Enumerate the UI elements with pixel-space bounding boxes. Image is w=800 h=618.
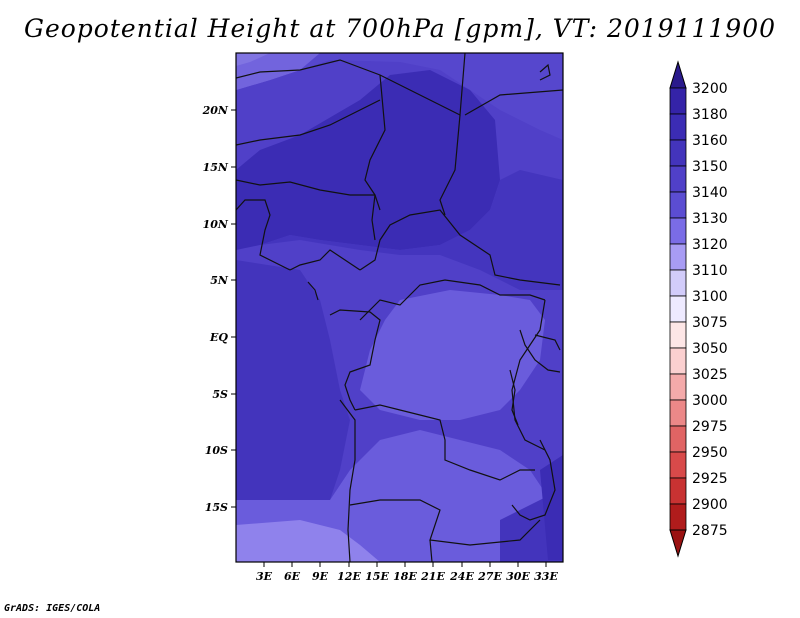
colorbar-label: 3025 (692, 367, 728, 383)
grads-credit: GrADS: IGES/COLA (4, 603, 101, 614)
border-north (236, 53, 466, 116)
colorbar-segment (669, 347, 687, 375)
field-zone-congo (360, 290, 545, 420)
field-zone-core (236, 70, 500, 250)
colorbar-segment (669, 503, 687, 531)
colorbar-segment (669, 217, 687, 245)
colorbar-label: 3050 (692, 341, 728, 357)
border-niger-chad (364, 74, 386, 196)
bioko (307, 281, 319, 301)
colorbar-label: 3160 (692, 133, 728, 149)
colorbar-label: 3150 (692, 159, 728, 175)
colorbar-label: 3100 (692, 289, 728, 305)
colorbar-label: 3120 (692, 237, 728, 253)
border-drc-north (359, 279, 546, 321)
lat-label: 15S (205, 501, 228, 514)
lon-label: 30E (506, 570, 530, 583)
border-drc-angola (354, 404, 535, 481)
boundaries (236, 53, 563, 562)
colorbar-label: 2900 (692, 497, 728, 513)
border-benin-togo (236, 199, 291, 271)
colorbar-segment (669, 191, 687, 219)
chart-title: Geopotential Height at 700hPa [gpm], VT:… (23, 14, 777, 43)
lon-label: 15E (365, 570, 389, 583)
colorbar-label: 2875 (692, 523, 728, 539)
colorbar-segment (669, 295, 687, 323)
border-chad-sudan (439, 114, 461, 216)
colorbar-segment (669, 477, 687, 505)
lon-label: 33E (534, 570, 558, 583)
colorbar-label: 2925 (692, 471, 728, 487)
border-namibia-zambia (349, 499, 541, 546)
height-field (236, 53, 563, 562)
coast-gulf-guinea (289, 249, 361, 271)
lon-label: 21E (420, 570, 445, 583)
border-uganda (519, 329, 561, 373)
field-zone-sw-light (236, 520, 380, 562)
colorbar-label: 3200 (692, 81, 728, 97)
lat-label: EQ (209, 331, 228, 344)
nile-delta (539, 63, 551, 81)
border-malawi-moz (511, 439, 556, 521)
colorbar-bottom-arrow (669, 529, 687, 558)
lon-label: 12E (337, 570, 361, 583)
colorbar: 3200 3180 3160 3150 3140 3130 3120 3110 3100 3075… (669, 60, 728, 558)
lat-label: 20N (202, 104, 229, 117)
lat-label: 10S (205, 444, 228, 457)
lon-label: 24E (449, 570, 474, 583)
lon-label: 9E (312, 570, 329, 583)
colorbar-segment (669, 139, 687, 167)
colorbar-segment (669, 399, 687, 427)
coast-angola (339, 399, 356, 562)
colorbar-segment (669, 243, 687, 271)
colorbar-label: 3180 (692, 107, 728, 123)
lon-axis: 3E 6E 9E 12E 15E 18E 21E 24E 27E 30E 33E (256, 562, 558, 583)
colorbar-segment (669, 87, 687, 115)
field-zone-north (236, 53, 563, 140)
lat-label: 5N (210, 274, 229, 287)
lon-label: 27E (477, 570, 502, 583)
lat-label: 10N (203, 218, 229, 231)
colorbar-segment (669, 269, 687, 297)
colorbar-label: 2950 (692, 445, 728, 461)
lon-label: 18E (393, 570, 417, 583)
lat-label: 15N (203, 161, 229, 174)
border-gabon (329, 309, 381, 411)
colorbar-label: 3140 (692, 185, 728, 201)
border-libya (464, 89, 563, 116)
border-botswana (429, 539, 433, 562)
field-zone-mid (236, 170, 563, 290)
border-kenya (534, 334, 561, 351)
field-zone-atlantic (236, 260, 350, 500)
colorbar-segment (669, 373, 687, 401)
lon-label: 6E (284, 570, 301, 583)
border-mali-niger (236, 99, 381, 146)
colorbar-segment (669, 451, 687, 479)
colorbar-label: 3130 (692, 211, 728, 227)
colorbar-segment (669, 321, 687, 349)
lon-label: 3E (256, 570, 273, 583)
colorbar-label: 2975 (692, 419, 728, 435)
colorbar-segment (669, 113, 687, 141)
colorbar-top-arrow (669, 60, 687, 89)
colorbar-label: 3110 (692, 263, 728, 279)
colorbar-segment (669, 165, 687, 193)
map-frame (235, 52, 564, 563)
border-car (359, 209, 561, 286)
border-chad-cameroon (371, 194, 376, 241)
colorbar-label: 3075 (692, 315, 728, 331)
lat-label: 5S (212, 388, 228, 401)
lat-axis: 20N 15N 10N 5N EQ 5S 10S 15S (202, 104, 236, 514)
field-zone-se-darker (540, 455, 563, 560)
colorbar-label: 3000 (692, 393, 728, 409)
colorbar-segment (669, 425, 687, 453)
border-drc-east (511, 299, 546, 451)
lake-tanganyika (509, 369, 519, 426)
